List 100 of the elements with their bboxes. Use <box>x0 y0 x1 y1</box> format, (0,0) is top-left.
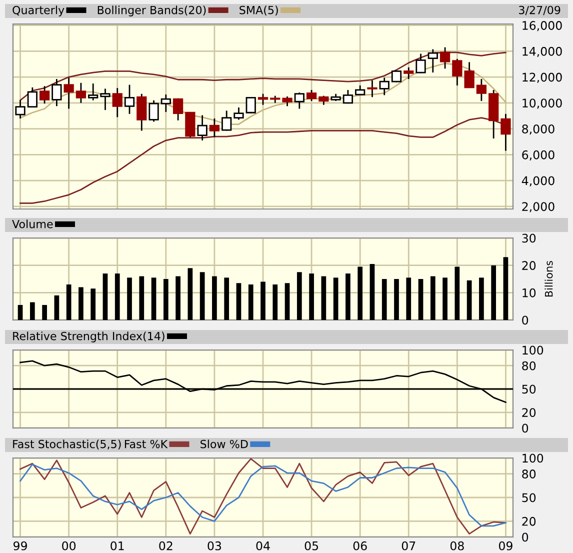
y-tick-label: 2,000 <box>522 202 554 212</box>
y-tick-label: 8,000 <box>522 124 554 135</box>
candlestick <box>500 113 511 152</box>
bar <box>503 257 508 320</box>
chart-title: Fast Stochastic(5,5) <box>13 440 121 450</box>
bar <box>90 288 96 320</box>
candlestick <box>367 80 378 98</box>
candlestick <box>88 82 98 102</box>
candlestick <box>222 110 232 132</box>
y-axis-title: Billions <box>544 260 553 297</box>
candlestick <box>136 93 147 132</box>
x-tick-label: 02 <box>159 541 172 550</box>
bar <box>394 279 399 320</box>
bar <box>66 284 72 320</box>
y-tick-label: 0 <box>522 424 528 433</box>
candlestick <box>197 114 208 142</box>
y-tick-label: 80 <box>522 470 536 478</box>
y-tick-label: 80 <box>522 361 536 370</box>
y-tick-label: 14,000 <box>522 46 562 58</box>
candlestick <box>428 48 438 74</box>
bar <box>42 304 47 320</box>
bar <box>54 295 60 320</box>
y-tick-label: 16,000 <box>522 21 562 32</box>
bar <box>188 268 193 320</box>
candlestick <box>52 78 62 107</box>
bar <box>296 272 302 320</box>
y-tick-label: 100 <box>522 454 544 463</box>
legend-label: Relative Strength Index(14) <box>13 332 164 342</box>
candlestick <box>185 111 196 138</box>
bar <box>284 283 290 320</box>
candlestick <box>342 89 354 104</box>
candlestick <box>258 93 268 106</box>
bar <box>176 276 180 320</box>
candlestick <box>391 70 402 83</box>
candlestick <box>379 76 390 96</box>
y-tick-label: 20 <box>522 408 536 418</box>
bar <box>418 279 424 320</box>
legend-label: Quarterly <box>12 6 64 16</box>
bar <box>321 276 326 320</box>
candlestick <box>282 96 292 107</box>
bar <box>163 279 168 320</box>
y-tick-label: 6,000 <box>522 150 554 161</box>
y-tick-label: 20 <box>522 261 536 270</box>
text: 3/27/09 <box>519 6 560 16</box>
candlestick <box>440 46 450 70</box>
bar <box>248 284 254 320</box>
candlestick <box>318 95 329 106</box>
x-tick-label: 05 <box>304 541 318 550</box>
y-tick-label: 12,000 <box>522 72 562 83</box>
bar <box>139 276 144 320</box>
candlestick <box>209 118 220 138</box>
x-tick-label: 04 <box>256 541 270 550</box>
candlestick <box>476 78 487 102</box>
bar <box>224 278 230 320</box>
x-tick-label: 99 <box>14 541 27 550</box>
line-series <box>20 458 506 535</box>
legend-label: Volume <box>12 220 53 228</box>
bar <box>346 274 350 320</box>
y-tick-label: 0 <box>522 316 528 325</box>
bar <box>479 278 484 320</box>
bar <box>114 274 120 320</box>
bar <box>491 265 496 320</box>
legend-label: Bollinger Bands(20) <box>98 6 206 16</box>
legend-label: Slow %D <box>200 440 248 448</box>
x-tick-label: 03 <box>208 541 222 550</box>
candlestick <box>294 92 304 110</box>
candlestick <box>64 76 74 110</box>
candlestick <box>246 96 256 114</box>
bar <box>466 280 472 320</box>
candlestick <box>234 106 244 120</box>
y-tick-label: 30 <box>522 234 536 243</box>
y-tick-label: 100 <box>522 346 544 355</box>
x-tick-label: 01 <box>110 541 124 550</box>
bar <box>151 278 156 320</box>
bar <box>212 276 217 320</box>
bar <box>200 272 205 320</box>
candlestick <box>124 84 135 115</box>
x-tick-label: 00 <box>62 541 76 550</box>
candlestick <box>464 61 474 89</box>
bar <box>309 274 314 320</box>
bar <box>272 284 278 320</box>
bar <box>18 304 23 320</box>
candlestick <box>160 94 171 113</box>
legend-label: SMA(5) <box>240 6 278 16</box>
bar <box>382 279 387 320</box>
x-tick-label: 06 <box>353 541 367 550</box>
bar <box>333 278 338 320</box>
candlestick <box>27 86 38 108</box>
y-tick-label: 20 <box>522 516 536 526</box>
candlestick <box>172 98 184 122</box>
y-tick-label: 10,000 <box>522 98 562 109</box>
bar <box>30 302 35 320</box>
bar <box>78 287 84 320</box>
x-tick-label: 08 <box>450 541 464 550</box>
bar <box>430 276 436 320</box>
bar <box>260 282 266 320</box>
candlestick <box>404 66 414 80</box>
y-tick-label: 4,000 <box>522 176 554 186</box>
bar <box>236 283 242 320</box>
y-tick-label: 50 <box>522 384 536 394</box>
